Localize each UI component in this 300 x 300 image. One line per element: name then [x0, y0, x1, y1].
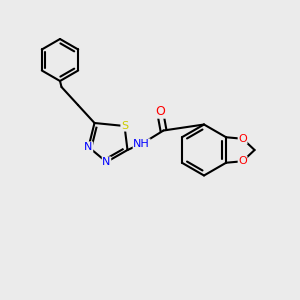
Text: O: O [238, 134, 247, 144]
Text: O: O [238, 156, 247, 166]
Text: N: N [102, 157, 111, 167]
Text: S: S [121, 121, 128, 131]
Text: NH: NH [133, 139, 150, 149]
Text: O: O [156, 105, 165, 118]
Text: N: N [84, 142, 93, 152]
